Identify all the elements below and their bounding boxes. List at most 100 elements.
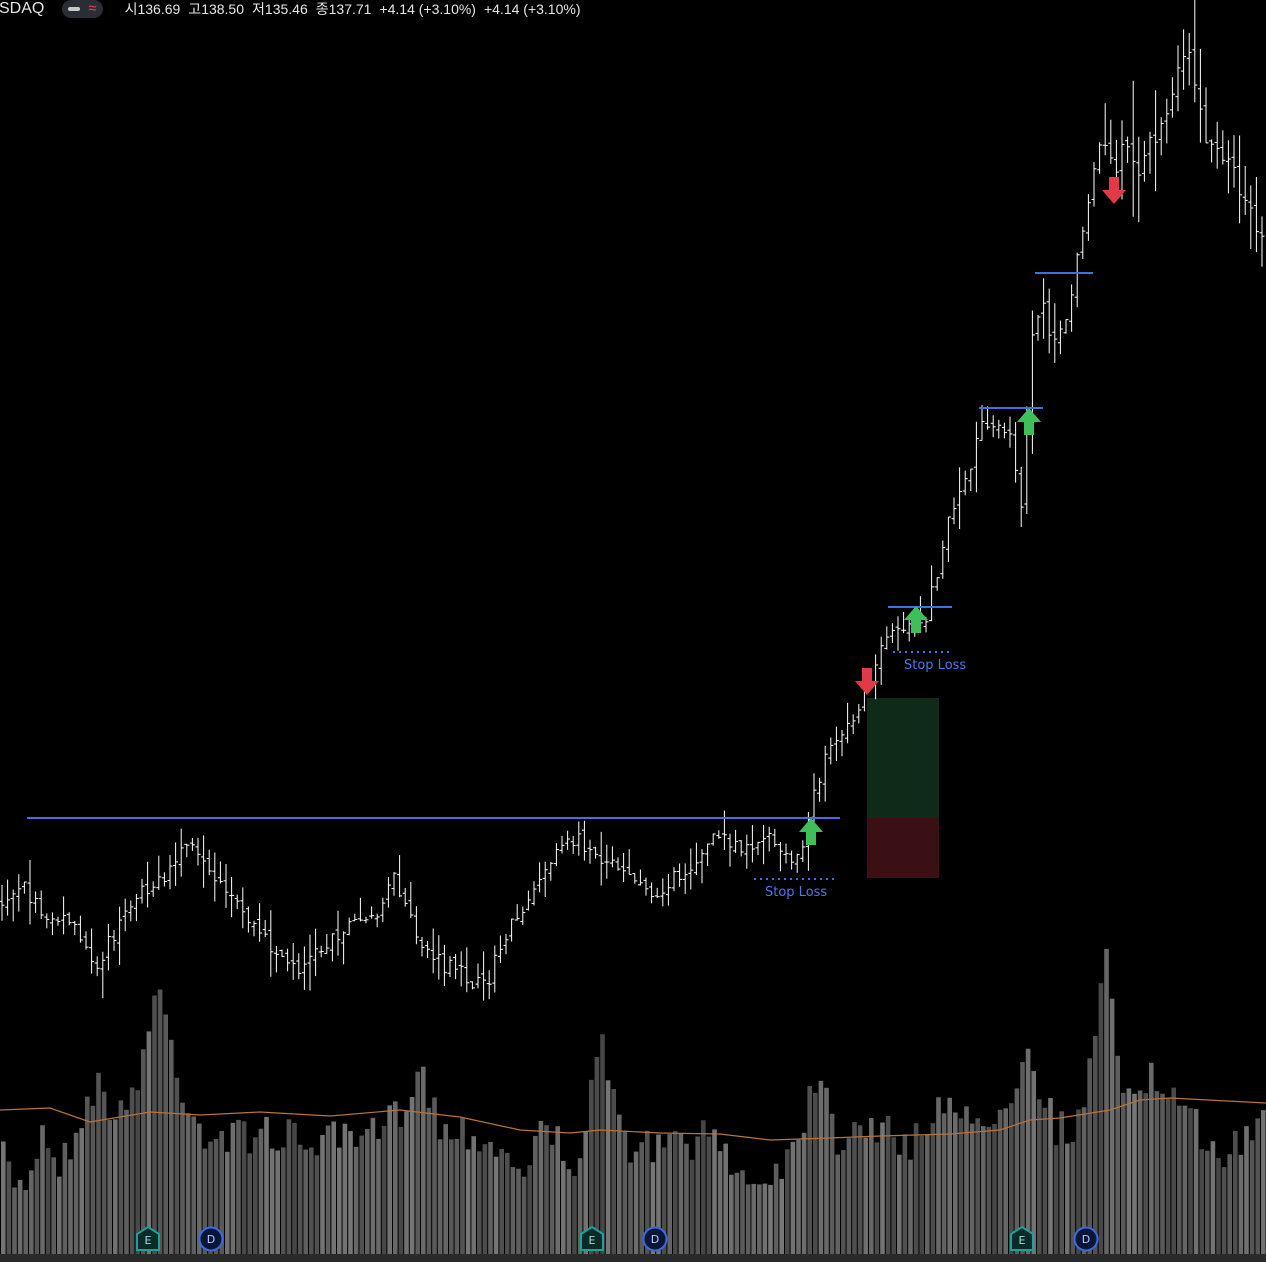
sell-arrow-icon[interactable] [855, 668, 879, 695]
volume-bar [230, 1122, 236, 1254]
change-value: +4.14 (+3.10%) [379, 1, 476, 17]
volume-bar [1149, 1062, 1154, 1254]
price-bar [643, 877, 649, 896]
price-bar [307, 934, 313, 991]
volume-bar [975, 1118, 980, 1254]
volume-bar [1227, 1154, 1232, 1254]
earnings-badge-icon[interactable]: E [1010, 1225, 1034, 1251]
price-bar [497, 935, 503, 963]
profit-zone[interactable] [867, 698, 939, 818]
volume-bar [449, 1139, 454, 1254]
volume-bar [768, 1184, 773, 1254]
volume-bar [527, 1165, 532, 1254]
buy-arrow-icon[interactable] [799, 818, 823, 845]
dividend-badge-icon[interactable]: D [198, 1226, 224, 1252]
price-bar [335, 910, 341, 956]
price-bar [475, 963, 481, 989]
volume-bar [751, 1183, 756, 1254]
stop-loss-lines[interactable]: Stop Loss Stop Loss [754, 651, 966, 900]
price-bar [301, 946, 307, 990]
volume-bar [516, 1168, 521, 1254]
volume-bar [393, 1101, 398, 1254]
volume-bar [185, 1113, 191, 1254]
price-bar [945, 516, 951, 562]
price-bar [705, 843, 711, 866]
volume-bar [325, 1125, 331, 1254]
price-bar [374, 913, 380, 928]
price-bar [856, 704, 862, 724]
risk-reward-zone[interactable] [867, 698, 939, 878]
volume-bar [381, 1125, 387, 1254]
volume-bar [309, 1147, 314, 1254]
price-bar [1035, 315, 1041, 341]
svg-text:D: D [1082, 1233, 1090, 1246]
price-bar [884, 626, 890, 650]
volume-bar [740, 1170, 745, 1254]
svg-text:E: E [1019, 1234, 1026, 1247]
volume-bar [723, 1143, 728, 1254]
price-bar [397, 855, 403, 898]
volume-bar [684, 1143, 689, 1254]
price-bar [1125, 136, 1131, 163]
buy-arrow-icon[interactable] [1017, 408, 1041, 435]
price-bar [632, 873, 638, 884]
price-bar [598, 831, 604, 886]
volume-bar [376, 1138, 381, 1254]
volume-bar [762, 1183, 768, 1254]
volume-bar [1093, 1036, 1098, 1254]
earnings-badge-icon[interactable]: E [580, 1225, 604, 1251]
volume-bar [443, 1124, 448, 1254]
breakout-levels[interactable] [27, 272, 1093, 819]
open-value: 시136.69 [124, 1, 181, 17]
volume-bar [421, 1066, 426, 1254]
volume-bar [320, 1135, 325, 1254]
volume-bar [1031, 1071, 1036, 1254]
volume-bar [611, 1089, 616, 1254]
volume-bar [1003, 1108, 1008, 1254]
volume-bars [1, 948, 1266, 1254]
volume-bar [1121, 1092, 1126, 1254]
price-bar [682, 863, 688, 894]
volume-bar [1143, 1093, 1148, 1254]
symbol-name[interactable]: SDAQ [0, 0, 45, 17]
volume-bar [1182, 1105, 1188, 1254]
dividend-badge-icon[interactable]: D [642, 1226, 668, 1252]
volume-bar [1199, 1149, 1204, 1254]
price-bar [262, 920, 268, 938]
price-bar [901, 611, 907, 634]
price-bar [660, 878, 666, 907]
volume-bar [964, 1106, 969, 1254]
price-bar [1158, 117, 1164, 156]
buy-arrow-icon[interactable] [904, 606, 928, 633]
wave-icon[interactable]: ≈ [88, 0, 97, 17]
sell-arrow-icon[interactable] [1102, 177, 1126, 204]
volume-bar [1059, 1111, 1064, 1254]
volume-bar [68, 1159, 73, 1254]
volume-bar [29, 1170, 34, 1254]
price-bar [755, 841, 761, 856]
price-bars [0, 0, 1265, 1001]
volume-bar [1076, 1109, 1081, 1254]
volume-bar [454, 1139, 460, 1254]
volume-bar [152, 995, 157, 1254]
volume-bar [482, 1144, 488, 1254]
price-bar [72, 921, 78, 935]
minus-icon[interactable] [68, 7, 81, 11]
earnings-badge-icon[interactable]: E [136, 1225, 160, 1251]
price-bar [257, 903, 263, 942]
volume-bar [577, 1158, 583, 1254]
chart-style-toggle[interactable]: ≈ [62, 0, 103, 18]
price-bar [1108, 119, 1114, 164]
price-bar [514, 904, 520, 921]
price-bar [453, 954, 459, 980]
trade-signals[interactable] [799, 177, 1126, 845]
price-bar [940, 540, 946, 579]
loss-zone[interactable] [867, 818, 939, 878]
volume-bar [745, 1184, 751, 1254]
price-bar [363, 916, 369, 924]
price-bar [1231, 135, 1237, 188]
dividend-badge-icon[interactable]: D [1073, 1226, 1099, 1252]
price-bar [464, 947, 470, 993]
